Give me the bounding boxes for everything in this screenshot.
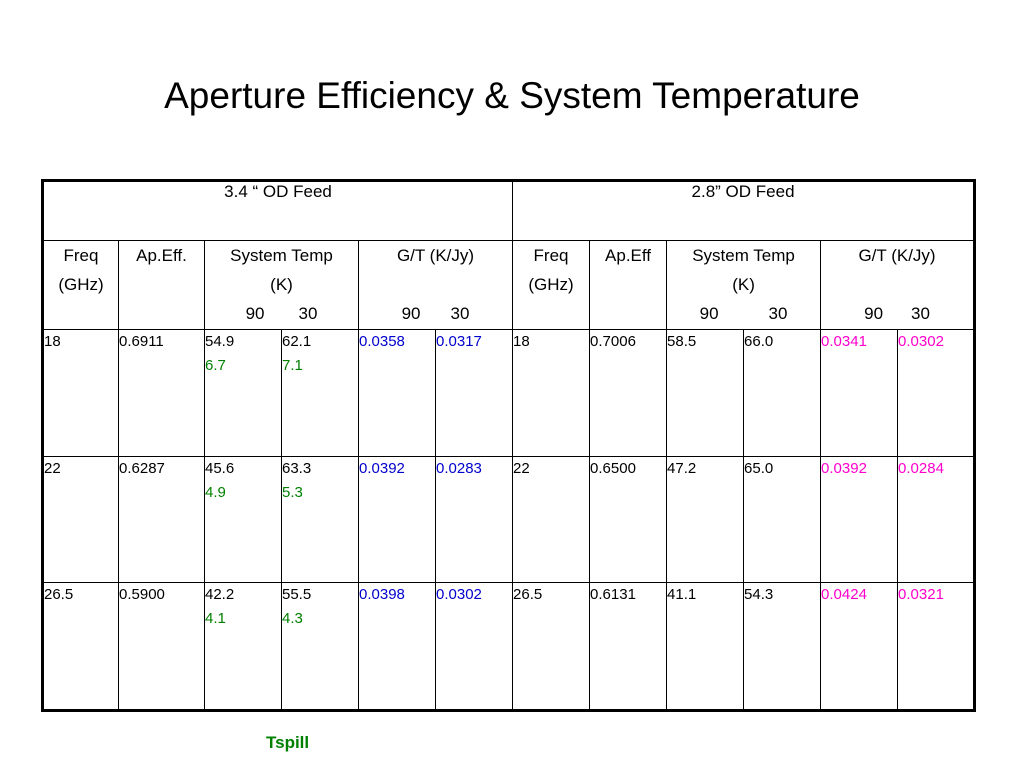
tspill-value: 6.7 <box>205 356 226 374</box>
cell-l-t30: 62.1 7.1 <box>281 328 359 457</box>
sys-30: 30 <box>768 304 788 324</box>
gt-label: G/T (K/Jy) <box>858 246 936 266</box>
tsys-value: 45.6 <box>205 459 235 477</box>
cell-r-ap: 0.6131 <box>589 582 668 711</box>
cell-r-ap: 0.7006 <box>589 328 668 457</box>
gt-30: 30 <box>911 304 930 324</box>
left-ap-header: Ap.Eff. <box>118 240 205 330</box>
cell-r-ap: 0.6500 <box>589 455 668 584</box>
cell-l-t30: 55.5 4.3 <box>281 582 359 711</box>
cell-r-t90: 47.2 <box>666 455 745 584</box>
cell-r-freq: 18 <box>512 328 591 457</box>
cell-l-t90: 45.6 4.9 <box>204 455 282 584</box>
sys-label: System Temp <box>692 246 795 266</box>
table-row: 22 0.6287 45.6 4.9 63.3 5.3 0.0392 0.0283 … <box>42 455 976 584</box>
left-freq-header: Freq (GHz) <box>42 240 119 330</box>
gt-30: 30 <box>450 304 470 324</box>
cell-r-g30: 0.0321 <box>897 582 976 711</box>
right-ap-header: Ap.Eff <box>589 240 668 330</box>
right-gt-header: G/T (K/Jy) 90 30 <box>820 240 976 330</box>
sys-label: System Temp <box>230 246 333 266</box>
cell-l-g90: 0.0392 <box>358 455 436 584</box>
sys-unit: (K) <box>270 275 293 295</box>
freq-label: Freq <box>533 246 569 266</box>
tsys-value: 54.9 <box>205 332 235 350</box>
sys-90: 90 <box>699 304 719 324</box>
sys-30: 30 <box>298 304 318 324</box>
cell-l-freq: 26.5 <box>42 582 119 711</box>
cell-r-g90: 0.0392 <box>820 455 899 584</box>
cell-l-t90: 42.2 4.1 <box>204 582 282 711</box>
freq-label: Freq <box>63 246 99 266</box>
right-freq-header: Freq (GHz) <box>512 240 591 330</box>
cell-r-freq: 22 <box>512 455 591 584</box>
cell-l-t90: 54.9 6.7 <box>204 328 282 457</box>
slide-title: Aperture Efficiency & System Temperature <box>164 75 860 116</box>
cell-l-ap: 0.6287 <box>118 455 205 584</box>
cell-r-g90: 0.0341 <box>820 328 899 457</box>
gt-90: 90 <box>864 304 884 324</box>
tsys-value: 62.1 <box>282 332 312 350</box>
table-row: 26.5 0.5900 42.2 4.1 55.5 4.3 0.0398 0.030… <box>42 582 976 711</box>
cell-l-g90: 0.0358 <box>358 328 436 457</box>
table-row: 18 0.6911 54.9 6.7 62.1 7.1 0.0358 0.0317 … <box>42 328 976 457</box>
tspill-caption: Tspill <box>266 733 310 752</box>
cell-l-freq: 18 <box>42 328 119 457</box>
cell-l-ap: 0.6911 <box>118 328 205 457</box>
freq-unit: (GHz) <box>528 275 574 295</box>
right-sys-header: System Temp (K) 90 30 <box>666 240 822 330</box>
tspill-value: 4.9 <box>205 483 226 501</box>
tspill-value: 7.1 <box>282 356 303 374</box>
cell-r-t90: 58.5 <box>666 328 745 457</box>
cell-l-g90: 0.0398 <box>358 582 436 711</box>
cell-r-t90: 41.1 <box>666 582 745 711</box>
cell-r-t30: 54.3 <box>743 582 822 711</box>
cell-r-g90: 0.0424 <box>820 582 899 711</box>
efficiency-table: 3.4 “ OD Feed 2.8” OD Feed Freq (GHz) Ap… <box>41 179 977 712</box>
sys-90: 90 <box>245 304 265 324</box>
cell-l-ap: 0.5900 <box>118 582 205 711</box>
cell-r-freq: 26.5 <box>512 582 591 711</box>
left-sys-header: System Temp (K) 90 30 <box>204 240 359 330</box>
cell-l-g30: 0.0302 <box>434 582 514 711</box>
left-feed-header: 3.4 “ OD Feed <box>41 179 514 242</box>
tspill-value: 5.3 <box>282 483 303 501</box>
cell-l-g30: 0.0317 <box>434 328 514 457</box>
left-gt-header: G/T (K/Jy) 90 30 <box>357 240 514 330</box>
cell-l-g30: 0.0283 <box>434 455 514 584</box>
cell-r-t30: 66.0 <box>743 328 822 457</box>
gt-label: G/T (K/Jy) <box>396 246 475 266</box>
cell-r-g30: 0.0284 <box>897 455 976 584</box>
freq-unit: (GHz) <box>58 275 104 295</box>
cell-r-g30: 0.0302 <box>897 328 976 457</box>
tsys-value: 55.5 <box>282 586 312 604</box>
tspill-value: 4.1 <box>205 610 226 628</box>
cell-l-freq: 22 <box>42 455 119 584</box>
gt-90: 90 <box>401 304 421 324</box>
tspill-value: 4.3 <box>282 610 303 628</box>
tsys-value: 42.2 <box>205 586 235 604</box>
tsys-value: 63.3 <box>282 459 312 477</box>
right-feed-header: 2.8” OD Feed <box>512 179 976 242</box>
cell-l-t30: 63.3 5.3 <box>281 455 359 584</box>
cell-r-t30: 65.0 <box>743 455 822 584</box>
sys-unit: (K) <box>732 275 755 295</box>
